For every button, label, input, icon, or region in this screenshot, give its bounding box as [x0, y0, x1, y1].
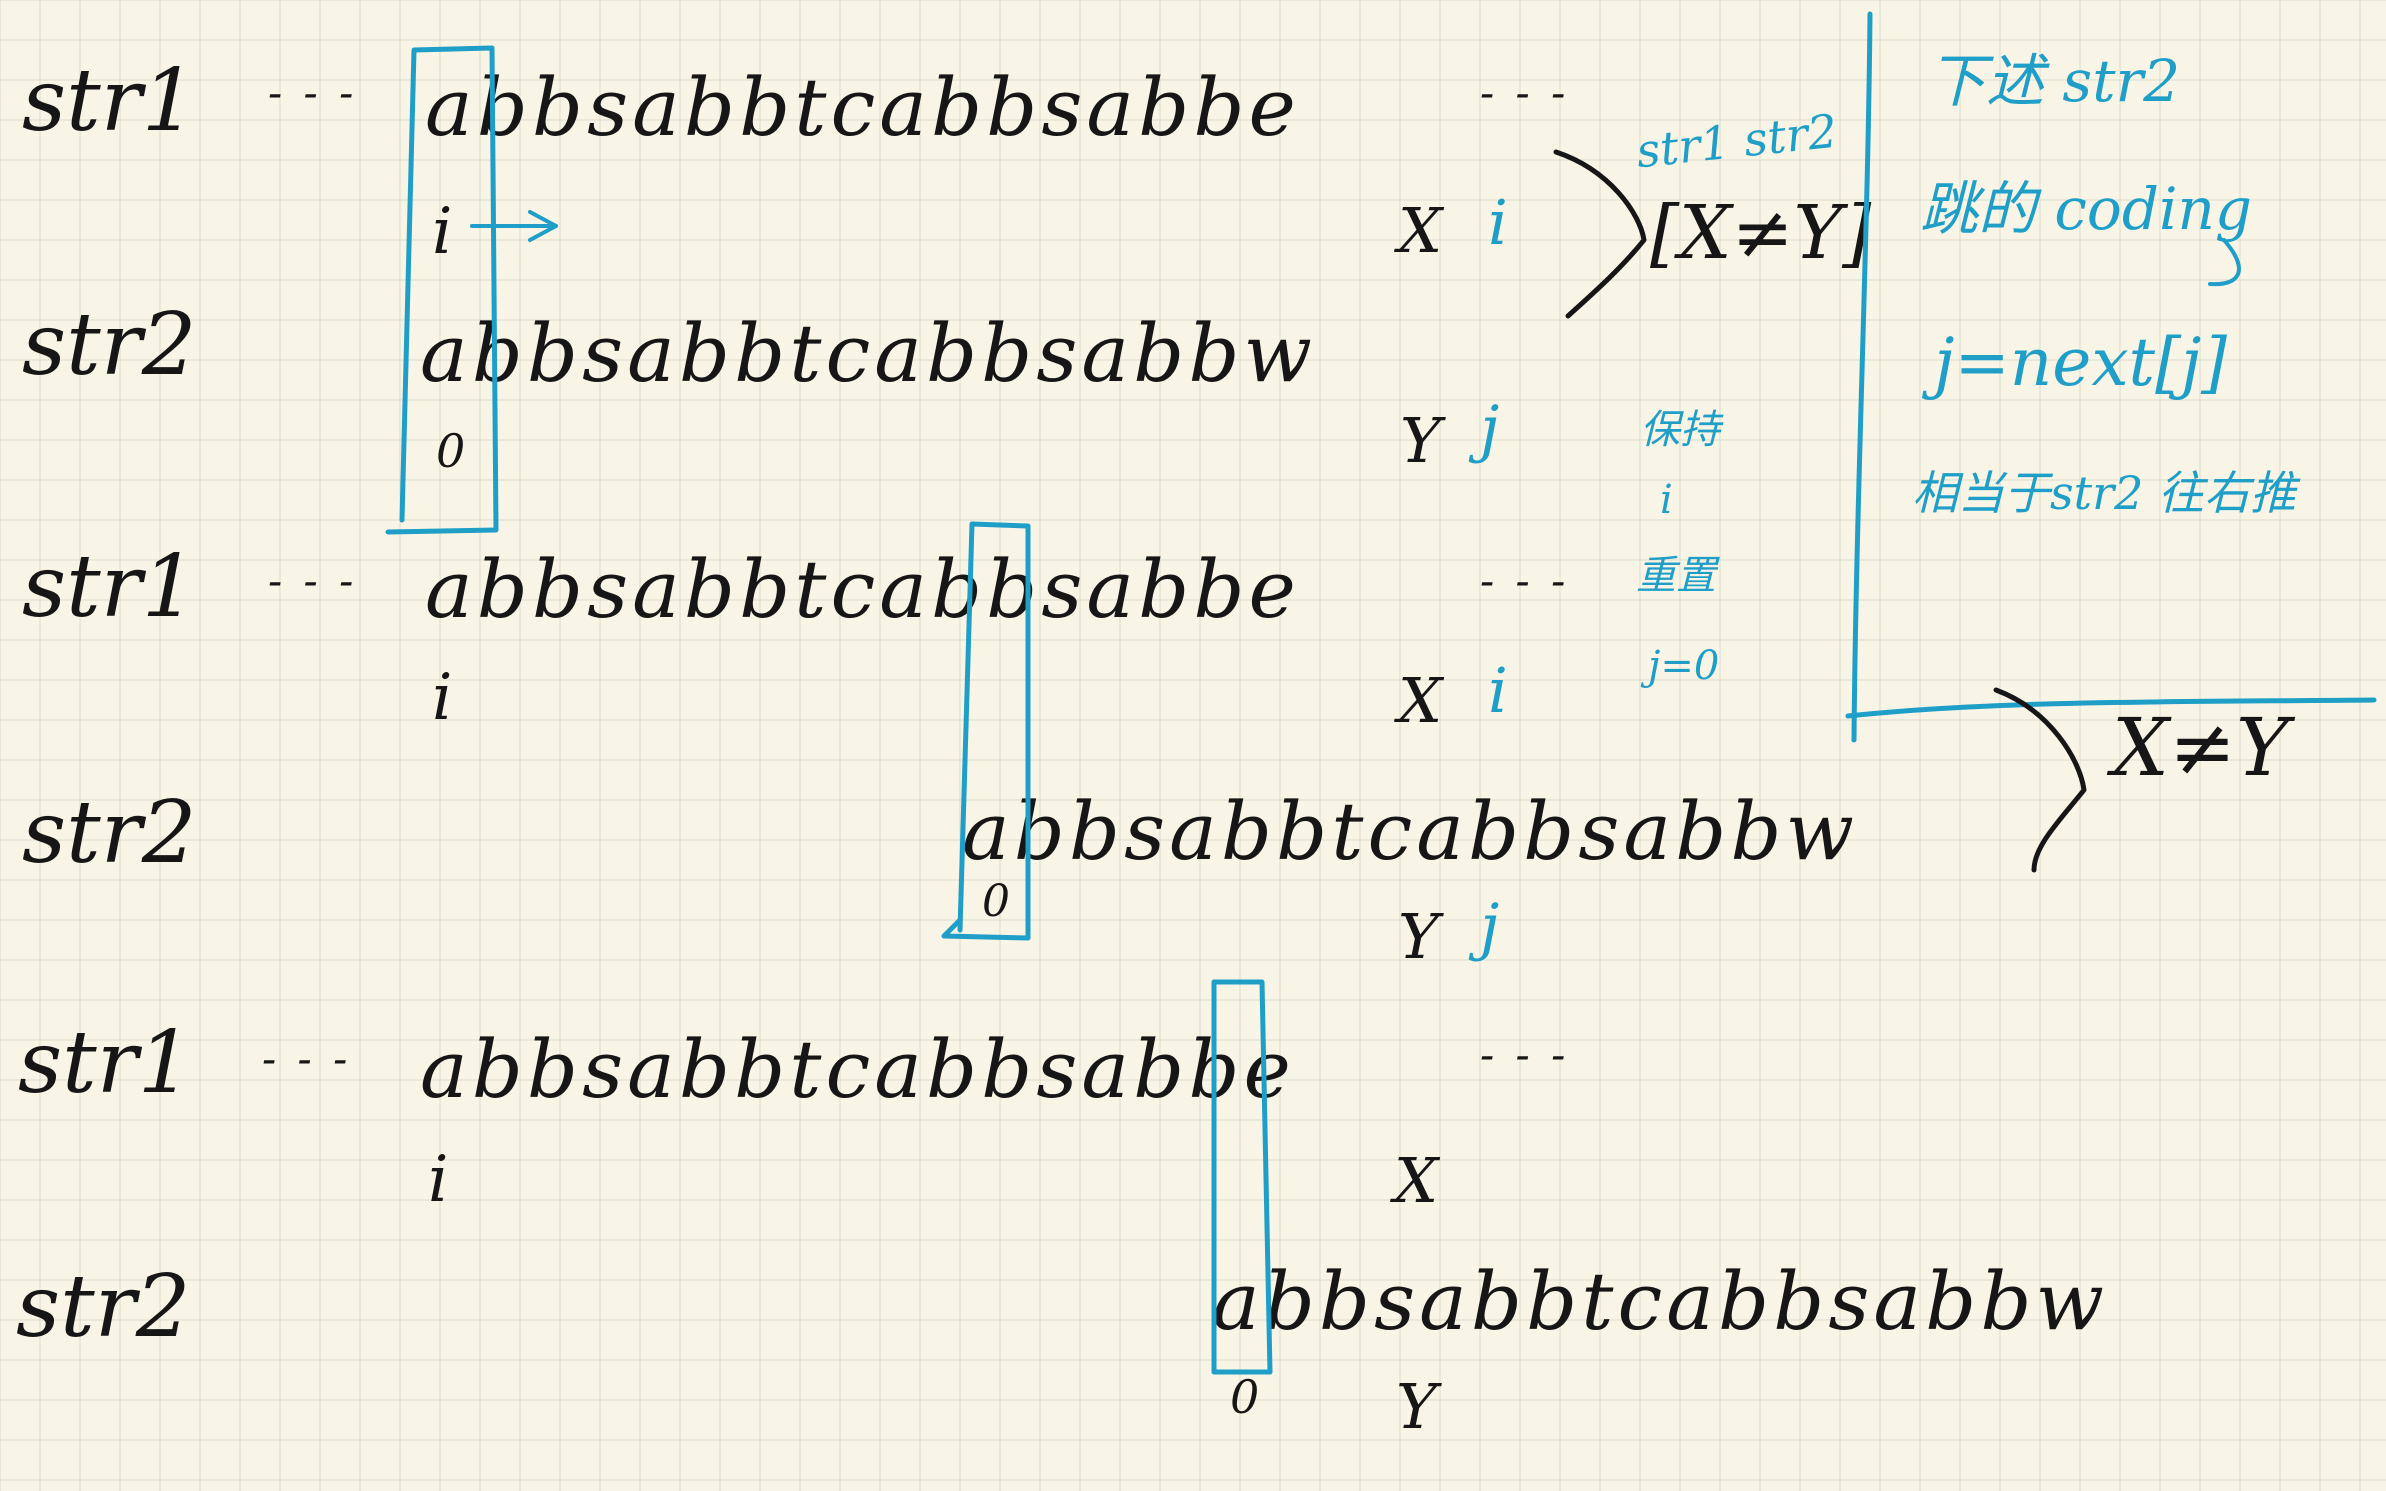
- mark-Y-b: Y: [1398, 900, 1439, 973]
- index-zero-a: 0: [436, 424, 466, 478]
- label-str1-b: str1: [22, 537, 197, 637]
- index-zero-b: 0: [982, 876, 1010, 927]
- label-str2-b: str2: [22, 783, 197, 883]
- str2-sequence-a: abbsabbtcabbsabbw: [420, 307, 1317, 400]
- pointer-i-c: i: [428, 1143, 449, 1217]
- note-conflict-mid: X≠Y: [2112, 701, 2289, 794]
- ellipsis-left-c: - - -: [262, 1034, 352, 1083]
- str2-sequence-b: abbsabbtcabbsabbw: [962, 785, 1859, 878]
- mark-X-a: X: [1398, 194, 1443, 267]
- ellipsis-left-a: - - -: [268, 68, 358, 117]
- side-note-title: 下述 str2: [1928, 47, 2181, 115]
- side-note-line4: 相当于str2 往右推: [1912, 466, 2296, 520]
- note-keep-i: i: [1660, 477, 1673, 523]
- str2-sequence-c: abbsabbtcabbsabbw: [1212, 1255, 2109, 1348]
- mark-Y-a: Y: [1400, 404, 1441, 477]
- note-reset: 重置: [1636, 553, 1716, 599]
- side-note-line3: j=next[j]: [1934, 324, 2228, 401]
- mark-j-blue-b: j: [1480, 890, 1500, 963]
- pointer-i-b: i: [432, 661, 453, 735]
- mark-Y-c: Y: [1396, 1370, 1437, 1443]
- label-str1-c: str1: [18, 1013, 193, 1113]
- label-str2-a: str2: [22, 295, 197, 395]
- pointer-i-a: i: [432, 195, 453, 269]
- ellipsis-right-c: - - -: [1480, 1030, 1570, 1079]
- mark-j-blue-a: j: [1480, 392, 1500, 465]
- mark-X-b: X: [1398, 664, 1443, 737]
- str1-sequence-b: abbsabbtcabbsabbe: [425, 543, 1300, 636]
- ellipsis-right-a: - - -: [1480, 68, 1570, 117]
- ellipsis-right-b: - - -: [1480, 556, 1570, 605]
- note-conflict-top: [X≠Y]: [1650, 190, 1872, 276]
- label-str1-a: str1: [22, 51, 197, 151]
- note-j-zero: j=0: [1648, 643, 1720, 689]
- mark-X-c: X: [1394, 1144, 1439, 1217]
- side-note-line2: 跳的 coding: [1920, 175, 2252, 243]
- label-str2-c: str2: [16, 1257, 191, 1357]
- mark-i-blue-b: i: [1488, 654, 1508, 727]
- mark-i-blue-a: i: [1488, 186, 1508, 259]
- str1-sequence-c: abbsabbtcabbsabbe: [420, 1023, 1295, 1116]
- index-zero-c: 0: [1230, 1370, 1260, 1424]
- ellipsis-left-b: - - -: [268, 556, 358, 605]
- str1-sequence-a: abbsabbtcabbsabbe: [425, 61, 1300, 154]
- note-keep: 保持: [1640, 407, 1720, 453]
